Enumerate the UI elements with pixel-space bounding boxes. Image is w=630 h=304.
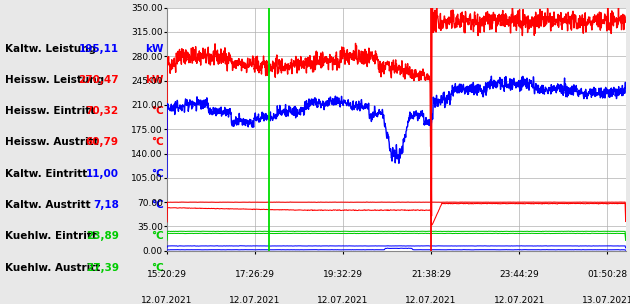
Text: 27,39: 27,39 — [86, 263, 119, 272]
Text: 12.07.2021: 12.07.2021 — [318, 296, 369, 304]
Text: °C: °C — [151, 200, 163, 210]
Text: °C: °C — [151, 137, 163, 147]
Text: kW: kW — [145, 75, 163, 85]
Text: °C: °C — [151, 106, 163, 116]
Text: Kuehlw. Austritt: Kuehlw. Austritt — [5, 263, 100, 272]
Text: 21:38:29: 21:38:29 — [411, 270, 451, 279]
Text: Kaltw. Leistung: Kaltw. Leistung — [5, 44, 96, 54]
Text: 12.07.2021: 12.07.2021 — [229, 296, 281, 304]
Text: 15:20:29: 15:20:29 — [147, 270, 187, 279]
Text: °C: °C — [151, 263, 163, 272]
Text: 12.07.2021: 12.07.2021 — [141, 296, 193, 304]
Text: 195,11: 195,11 — [79, 44, 119, 54]
Text: kW: kW — [145, 44, 163, 54]
Text: Heissw. Leistung: Heissw. Leistung — [5, 75, 104, 85]
Text: 23,89: 23,89 — [86, 231, 119, 241]
Text: 60,79: 60,79 — [86, 137, 119, 147]
Text: °C: °C — [151, 231, 163, 241]
Text: 13.07.2021: 13.07.2021 — [581, 296, 630, 304]
Text: Heissw. Eintritt: Heissw. Eintritt — [5, 106, 95, 116]
Text: 23:44:29: 23:44:29 — [500, 270, 539, 279]
Text: 270,47: 270,47 — [78, 75, 119, 85]
Text: 19:32:29: 19:32:29 — [323, 270, 363, 279]
Text: Kuehlw. Eintritt: Kuehlw. Eintritt — [5, 231, 97, 241]
Text: 70,32: 70,32 — [86, 106, 119, 116]
Text: 01:50:28: 01:50:28 — [587, 270, 627, 279]
Text: 7,18: 7,18 — [93, 200, 119, 210]
Text: Heissw. Austritt: Heissw. Austritt — [5, 137, 98, 147]
Text: 17:26:29: 17:26:29 — [235, 270, 275, 279]
Text: 11,00: 11,00 — [86, 169, 119, 179]
Text: °C: °C — [151, 169, 163, 179]
Text: Kaltw. Austritt: Kaltw. Austritt — [5, 200, 91, 210]
Text: 12.07.2021: 12.07.2021 — [493, 296, 545, 304]
Text: Kaltw. Eintritt: Kaltw. Eintritt — [5, 169, 87, 179]
Text: 12.07.2021: 12.07.2021 — [406, 296, 457, 304]
